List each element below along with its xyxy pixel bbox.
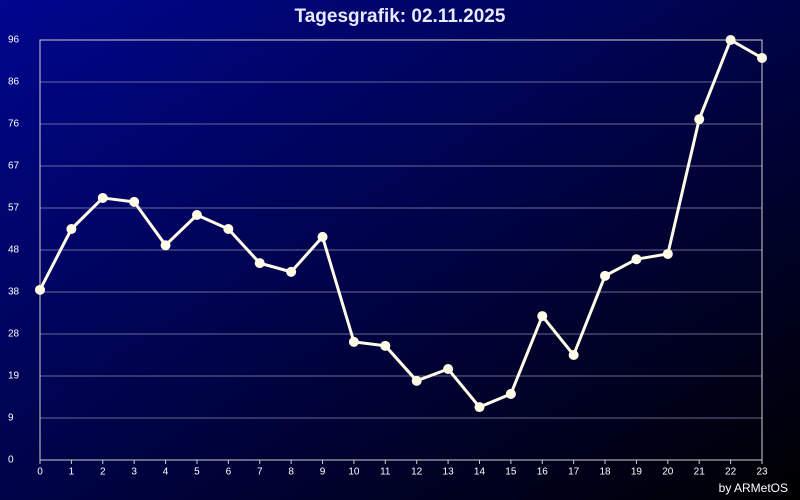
point [191, 210, 202, 220]
x-tick-label: 22 [725, 467, 737, 478]
y-tick-label: 48 [8, 245, 20, 256]
x-tick-label: 5 [194, 467, 200, 478]
point [380, 340, 391, 351]
x-tick-label: 9 [320, 467, 326, 478]
y-tick-label: 0 [8, 455, 14, 466]
y-tick-label: 86 [8, 77, 20, 88]
point [129, 196, 140, 207]
point [694, 114, 705, 125]
x-tick-label: 11 [380, 467, 391, 478]
point [223, 224, 234, 234]
x-tick-label: 4 [163, 467, 169, 478]
x-tick-label: 2 [100, 467, 106, 478]
point [411, 375, 422, 386]
point [35, 284, 45, 295]
x-tick-label: 7 [257, 467, 263, 478]
point [317, 231, 328, 242]
x-tick-label: 3 [131, 467, 137, 478]
point [474, 402, 485, 413]
point [160, 240, 171, 251]
x-tick-label: 19 [631, 467, 643, 478]
point [600, 270, 611, 281]
chart-title: Tagesgrafik: 02.11.2025 [295, 6, 506, 27]
y-tick-label: 76 [8, 119, 20, 130]
point [662, 248, 673, 259]
point [568, 350, 579, 360]
point [254, 258, 265, 269]
x-tick-label: 20 [662, 467, 674, 478]
x-tick-label: 23 [756, 467, 768, 478]
point [66, 224, 77, 234]
x-tick-label: 8 [288, 467, 294, 478]
x-tick-label: 16 [537, 467, 549, 478]
line [38, 38, 763, 409]
point [725, 35, 736, 45]
y-tick-label: 9 [8, 413, 14, 424]
y-tick-label: 67 [8, 161, 20, 172]
point [631, 254, 642, 265]
point [286, 266, 297, 277]
point [348, 336, 359, 347]
y-tick-label: 96 [8, 35, 20, 46]
x-tick-label: 14 [474, 467, 486, 478]
x-tick-label: 1 [69, 467, 75, 478]
x-tick-label: 21 [694, 467, 706, 478]
point [97, 192, 108, 203]
x-tick-label: 12 [411, 467, 423, 478]
point [443, 364, 454, 374]
x-tick-label: 13 [443, 467, 455, 478]
point [505, 388, 516, 399]
point [537, 311, 548, 322]
y-tick-label: 38 [8, 287, 20, 298]
point [757, 52, 767, 63]
x-tick-label: 15 [505, 467, 517, 478]
footer: by ARMetOS [719, 481, 788, 495]
x-tick-label: 18 [599, 467, 611, 478]
x-tick-label: 10 [348, 467, 360, 478]
x-tick-label: 6 [226, 467, 232, 478]
plot-frame [39, 39, 763, 461]
x-tick-label: 0 [37, 467, 43, 478]
y-tick-label: 57 [8, 203, 20, 214]
y-tick-label: 19 [8, 371, 20, 382]
y-tick-label: 28 [8, 329, 20, 340]
x-tick-label: 17 [568, 467, 580, 478]
